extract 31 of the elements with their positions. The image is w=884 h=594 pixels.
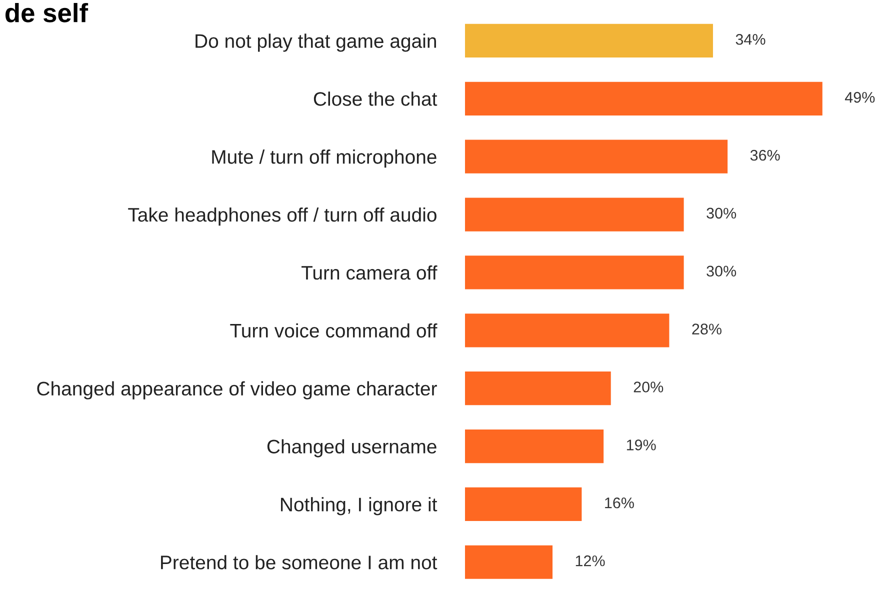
data-label: 12% [576, 555, 605, 566]
data-label: 20% [634, 382, 664, 392]
bar [465, 256, 684, 290]
data-label: 30% [706, 208, 736, 219]
y-tick-label: Mute / turn off microphone [212, 150, 436, 168]
y-tick-label: Do not play that game again [196, 34, 436, 52]
bar [465, 429, 604, 464]
data-label: 34% [736, 34, 766, 45]
data-label: 19% [626, 440, 656, 450]
data-label: 36% [750, 150, 780, 161]
y-tick-label: Pretend to be someone I am not [161, 555, 438, 570]
y-tick-label: Close the chat [314, 92, 438, 106]
y-tick-label: Nothing, I ignore it [281, 497, 438, 516]
data-label: 16% [605, 497, 634, 508]
y-tick-label: Take headphones off / turn off audio [128, 207, 436, 226]
bar [465, 545, 553, 579]
bar [465, 24, 713, 58]
bar [465, 487, 582, 521]
bar [465, 372, 611, 406]
bar [465, 198, 684, 232]
bar [465, 82, 822, 116]
text: de self [6, 2, 88, 22]
y-tick-label: Turn voice command off [230, 323, 438, 338]
data-label: 49% [844, 92, 875, 103]
y-tick-label: Turn camera off [302, 265, 438, 280]
y-tick-label: Changed username [267, 439, 436, 458]
bar [465, 140, 728, 174]
bar [465, 314, 670, 348]
data-label: 28% [692, 324, 722, 334]
data-label: 30% [706, 266, 736, 277]
y-tick-label: Changed appearance of video game character [37, 381, 437, 400]
